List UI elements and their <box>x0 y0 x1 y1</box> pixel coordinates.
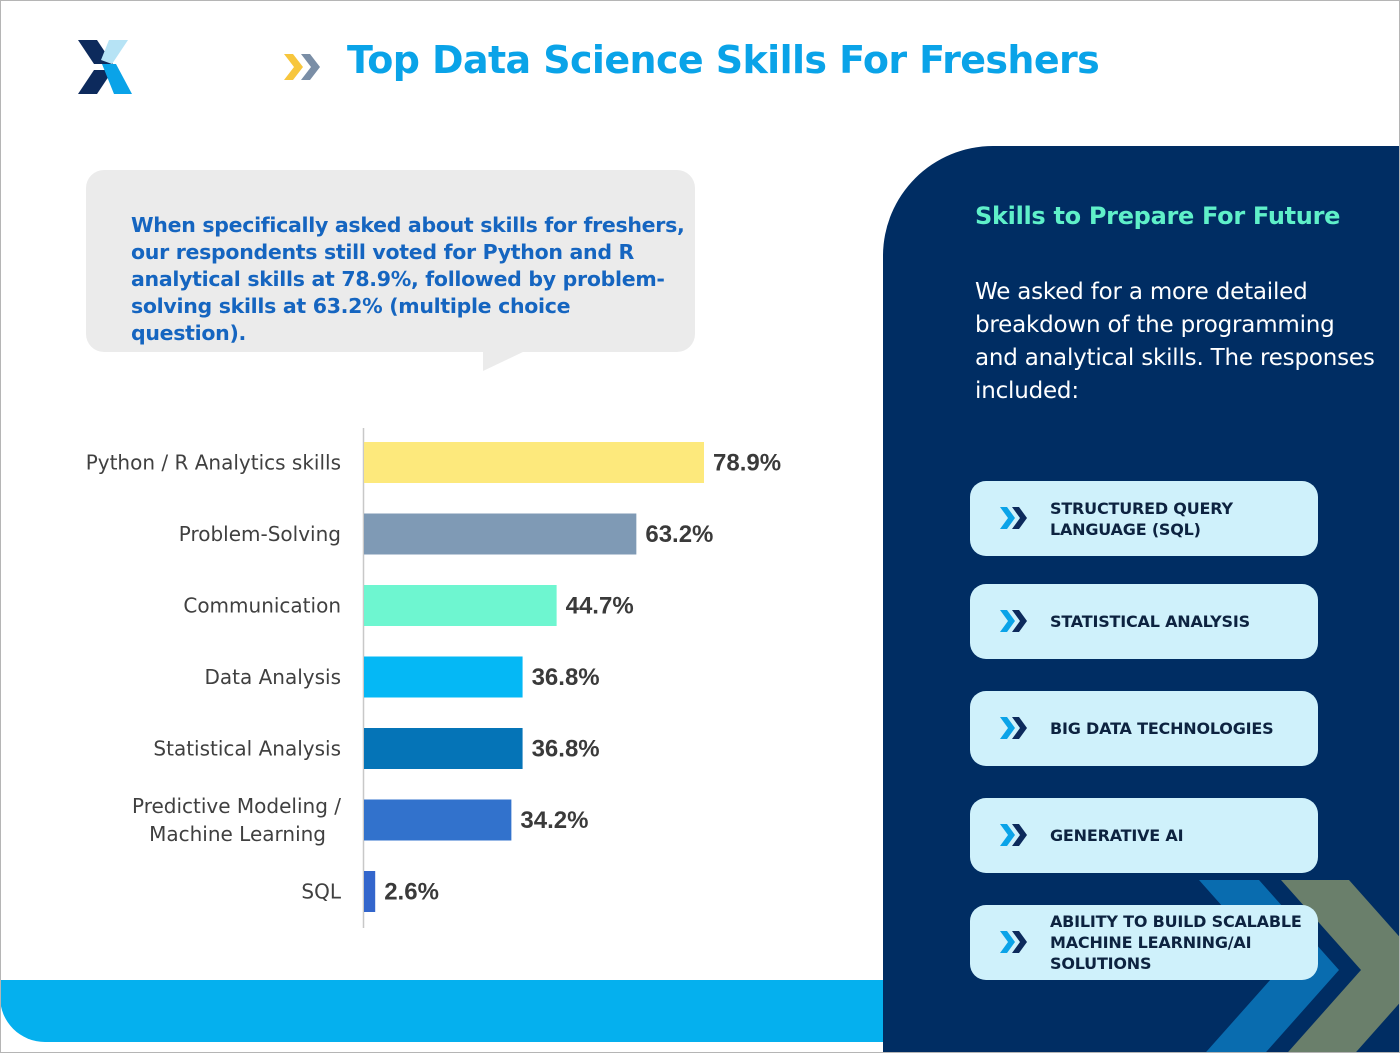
category-label-line: Statistical Analysis <box>153 737 341 761</box>
skill-card-generative-ai: GENERATIVE AI <box>970 798 1318 873</box>
category-label-line: Communication <box>183 594 341 618</box>
skill-card-scalable-ml: ABILITY TO BUILD SCALABLE MACHINE LEARNI… <box>970 905 1318 980</box>
skill-label: ABILITY TO BUILD SCALABLE MACHINE LEARNI… <box>1050 912 1302 973</box>
category-label-line: Problem-Solving <box>179 522 341 546</box>
skills-bar-chart: 78.9% Python / R Analytics skills 63.2% Pro… <box>86 428 781 928</box>
skill-label: GENERATIVE AI <box>1050 826 1184 845</box>
skill-card-sql: STRUCTURED QUERY LANGUAGE (SQL) <box>970 481 1318 556</box>
panel-description: We asked for a more detailed breakdown o… <box>975 279 1375 404</box>
brand-logo <box>78 40 132 94</box>
data-label: 78.9% <box>713 450 781 477</box>
category-label-line: Machine Learning <box>149 822 326 846</box>
callout-box <box>86 170 695 352</box>
double-chevron-right-icon <box>1000 507 1027 529</box>
double-chevron-right-icon <box>1000 931 1027 953</box>
panel-heading: Skills to Prepare For Future <box>975 202 1341 230</box>
double-chevron-right-icon <box>1000 824 1027 846</box>
double-chevron-right-icon <box>1000 610 1027 632</box>
decorative-chevrons <box>1199 880 1399 1052</box>
data-label: 2.6% <box>384 879 439 906</box>
category-label: Python / R Analytics skills <box>86 451 341 475</box>
page-title: Top Data Science Skills For Freshers <box>347 38 1100 82</box>
bar <box>364 585 557 626</box>
bar <box>364 656 523 698</box>
skill-label: STRUCTURED QUERY LANGUAGE (SQL) <box>1050 498 1233 539</box>
bar <box>364 513 637 555</box>
category-label: SQL <box>301 880 341 904</box>
category-label: Problem-Solving <box>179 522 341 546</box>
callout-bubble: When specifically asked about skills for… <box>86 170 695 371</box>
data-label: 34.2% <box>520 807 588 834</box>
data-label: 63.2% <box>645 521 713 548</box>
bar <box>364 871 376 912</box>
callout-text: When specifically asked about skills for… <box>131 213 685 345</box>
skill-card-statistical-analysis: STATISTICAL ANALYSIS <box>970 584 1318 659</box>
skill-card-big-data: BIG DATA TECHNOLOGIES <box>970 691 1318 766</box>
category-label: Predictive Modeling / Machine Learning <box>132 794 341 846</box>
bottom-band <box>0 980 885 1042</box>
future-skills-panel: Skills to Prepare For Future We asked fo… <box>883 146 1399 1052</box>
data-label: 44.7% <box>566 593 634 620</box>
callout-tail <box>483 351 525 371</box>
category-label-line: SQL <box>301 880 341 904</box>
category-label-line: Python / R Analytics skills <box>86 451 341 475</box>
bar <box>364 442 704 483</box>
skill-label: STATISTICAL ANALYSIS <box>1050 612 1250 631</box>
category-label: Data Analysis <box>204 665 341 689</box>
double-chevron-icon <box>284 54 320 80</box>
category-label-line: Predictive Modeling / <box>132 794 341 818</box>
bar <box>364 799 512 841</box>
bar <box>364 728 523 769</box>
category-label-line: Data Analysis <box>204 665 341 689</box>
data-label: 36.8% <box>532 736 600 763</box>
skill-label: BIG DATA TECHNOLOGIES <box>1050 719 1274 738</box>
category-label: Statistical Analysis <box>153 737 341 761</box>
category-label: Communication <box>183 594 341 618</box>
double-chevron-right-icon <box>1000 717 1027 739</box>
data-label: 36.8% <box>532 664 600 691</box>
